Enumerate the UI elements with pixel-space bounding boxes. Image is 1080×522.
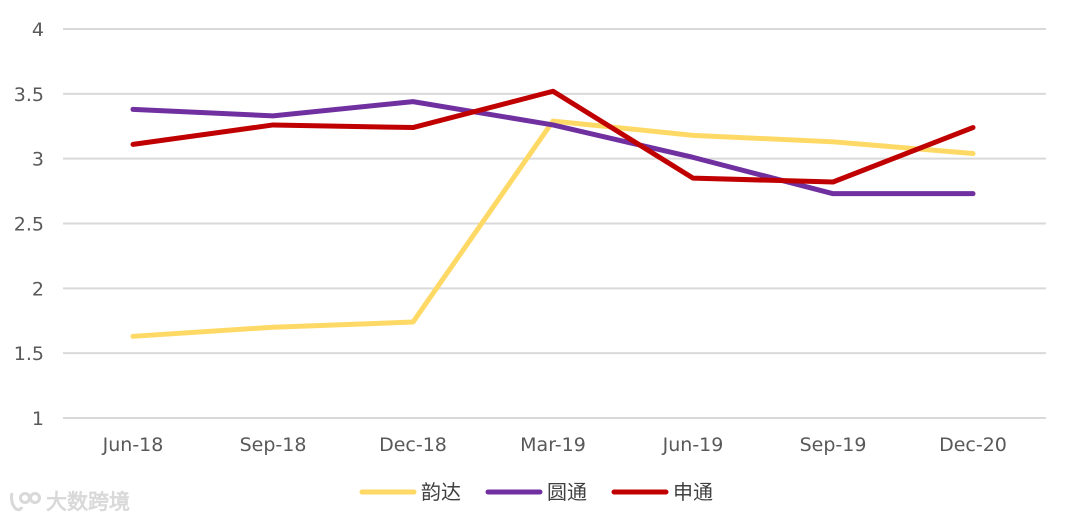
legend: 韵达 圆通 申通 <box>359 480 713 504</box>
series-line-1 <box>130 99 976 197</box>
series-line-2 <box>130 88 976 185</box>
x-tick-label: Dec-18 <box>379 434 447 456</box>
y-tick-label: 4 <box>32 19 44 41</box>
y-tick-label: 3 <box>32 149 44 171</box>
watermark-text: 大数跨境 <box>46 490 130 514</box>
x-tick-label: Sep-19 <box>800 434 867 456</box>
y-tick-label: 1.5 <box>14 343 44 365</box>
y-tick-label: 1 <box>32 408 44 430</box>
watermark: 大数跨境 <box>8 486 130 516</box>
y-tick-label: 2 <box>32 278 44 300</box>
gridlines <box>63 28 1046 419</box>
x-tick-label: Jun-19 <box>662 434 724 456</box>
x-tick-label: Dec-20 <box>939 434 1007 456</box>
y-tick-label: 2.5 <box>14 214 44 236</box>
logo-icon <box>10 492 41 512</box>
legend-label: 申通 <box>673 480 713 504</box>
y-tick-label: 3.5 <box>14 84 44 106</box>
x-tick-label: Sep-18 <box>240 434 307 456</box>
x-axis-ticks: Jun-18 Sep-18 Dec-18 Mar-19 Jun-19 Sep-19 Dec-… <box>102 434 1007 456</box>
series-line-0 <box>130 118 976 339</box>
legend-label: 韵达 <box>421 480 461 504</box>
x-tick-label: Jun-18 <box>102 434 164 456</box>
series-lines <box>130 88 976 339</box>
x-tick-label: Mar-19 <box>520 434 586 456</box>
legend-label: 圆通 <box>547 480 587 504</box>
y-axis-ticks: 1 1.5 2 2.5 3 3.5 4 <box>14 19 44 430</box>
